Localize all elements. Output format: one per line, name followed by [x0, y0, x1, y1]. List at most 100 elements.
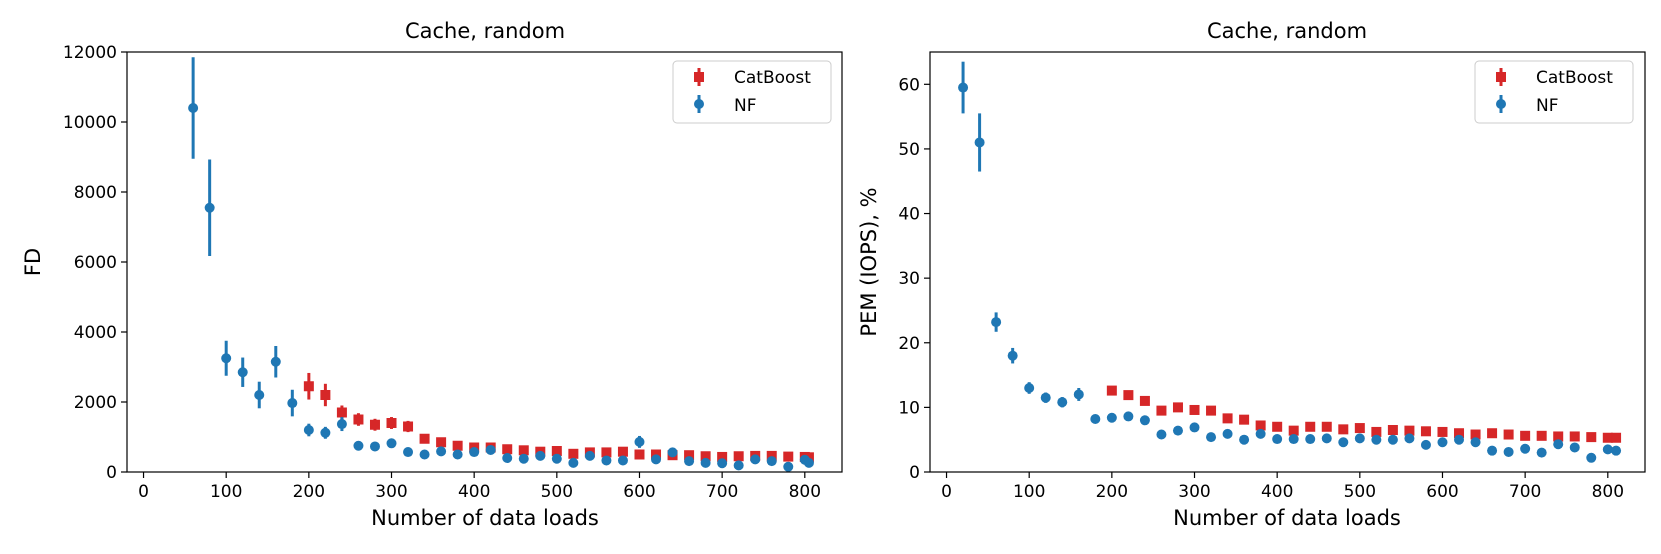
nf-point — [1172, 425, 1183, 436]
nf-point — [1090, 414, 1101, 425]
x-tick-label: 400 — [458, 482, 490, 502]
nf-point — [1305, 434, 1316, 445]
catboost-point — [684, 450, 695, 461]
nf-point — [386, 438, 397, 449]
nf-point — [1470, 437, 1481, 448]
legend-label-catboost: CatBoost — [1536, 68, 1613, 88]
x-axis-label: Number of data loads — [371, 506, 599, 530]
catboost-point — [452, 440, 463, 451]
nf-point — [733, 460, 744, 471]
nf-point — [1420, 439, 1431, 450]
catboost-point — [1255, 420, 1266, 431]
nf-point — [1288, 434, 1299, 445]
nf-point — [270, 356, 281, 367]
y-tick-label: 30 — [898, 269, 920, 289]
nf-point — [1024, 383, 1035, 393]
x-tick-label: 300 — [1178, 482, 1210, 502]
nf-point — [601, 455, 612, 466]
nf-point — [667, 447, 678, 458]
catboost-point — [1338, 424, 1349, 435]
x-tick-label: 200 — [1096, 482, 1128, 502]
nf-point — [700, 457, 711, 468]
nf-point — [1371, 434, 1382, 445]
y-tick-label: 8000 — [74, 183, 117, 203]
nf-point — [1189, 422, 1200, 433]
x-tick-label: 100 — [210, 482, 242, 502]
catboost-point — [1404, 425, 1415, 436]
nf-point — [469, 447, 480, 458]
x-tick-label: 400 — [1261, 482, 1293, 502]
nf-point — [1503, 446, 1514, 457]
catboost-point — [1487, 428, 1498, 439]
catboost-point — [1321, 421, 1332, 432]
nf-point — [1520, 443, 1531, 454]
legend-item-catboost — [694, 68, 704, 86]
catboost-point — [1586, 432, 1597, 443]
nf-point — [1222, 428, 1233, 439]
catboost-point — [502, 444, 513, 455]
catboost-point — [1470, 429, 1481, 440]
nf-point — [1139, 415, 1150, 426]
nf-point — [419, 449, 430, 460]
nf-point — [803, 457, 814, 468]
y-tick-label: 10000 — [63, 113, 117, 133]
legend-item-nf — [694, 95, 704, 113]
catboost-point — [369, 419, 380, 430]
catboost-point — [766, 450, 777, 461]
legend-catboost-marker — [1496, 72, 1506, 82]
y-tick-label: 40 — [898, 205, 920, 225]
catboost-point — [733, 451, 744, 462]
catboost-point — [1611, 432, 1622, 443]
catboost-point — [1420, 426, 1431, 437]
x-tick-label: 0 — [138, 482, 149, 502]
nf-point — [1569, 442, 1580, 453]
x-tick-label: 0 — [941, 482, 952, 502]
x-tick-label: 600 — [623, 482, 655, 502]
catboost-point — [783, 451, 794, 462]
y-axis-label: FD — [21, 248, 45, 276]
nf-point — [204, 202, 215, 213]
nf-point — [1387, 434, 1398, 445]
nf-point — [1123, 411, 1134, 422]
nf-point — [1404, 433, 1415, 444]
nf-point — [436, 446, 447, 457]
nf-point — [320, 427, 331, 438]
nf-point — [254, 390, 265, 400]
chart-title: Cache, random — [405, 19, 565, 43]
nf-point — [1239, 434, 1250, 445]
nf-point — [1553, 439, 1564, 450]
catboost-point — [1520, 430, 1531, 441]
catboost-point — [303, 381, 314, 392]
x-tick-label: 800 — [789, 482, 821, 502]
nf-point — [1040, 392, 1051, 403]
nf-point — [1255, 428, 1266, 439]
catboost-point — [1189, 404, 1200, 415]
plot-frame — [929, 51, 1646, 473]
nf-point — [502, 453, 513, 463]
catboost-point — [1454, 428, 1465, 439]
catboost-point — [1503, 429, 1514, 440]
catboost-point — [353, 414, 364, 425]
nf-point — [1536, 447, 1547, 458]
nf-point — [1106, 412, 1117, 423]
legend-label-nf: NF — [734, 96, 757, 116]
nf-point — [303, 425, 314, 435]
plot-frame — [126, 51, 843, 473]
catboost-point — [386, 418, 397, 428]
x-tick-label: 700 — [706, 482, 738, 502]
nf-point — [1586, 452, 1597, 463]
nf-point — [1437, 437, 1448, 448]
y-tick-label: 20 — [898, 334, 920, 354]
x-tick-label: 300 — [375, 482, 407, 502]
nf-point — [684, 456, 695, 467]
pem-chart-panel: Cache, random Number of data loads PEM (… — [857, 19, 1646, 530]
catboost-point — [1553, 431, 1564, 442]
catboost-point — [518, 445, 529, 456]
catboost-point — [1172, 402, 1183, 413]
catboost-point — [1222, 413, 1233, 424]
catboost-point — [568, 448, 579, 459]
y-tick-label: 2000 — [74, 393, 117, 413]
legend-nf-marker — [694, 99, 704, 109]
x-axis-label: Number of data loads — [1173, 506, 1401, 530]
nf-point — [584, 450, 595, 461]
